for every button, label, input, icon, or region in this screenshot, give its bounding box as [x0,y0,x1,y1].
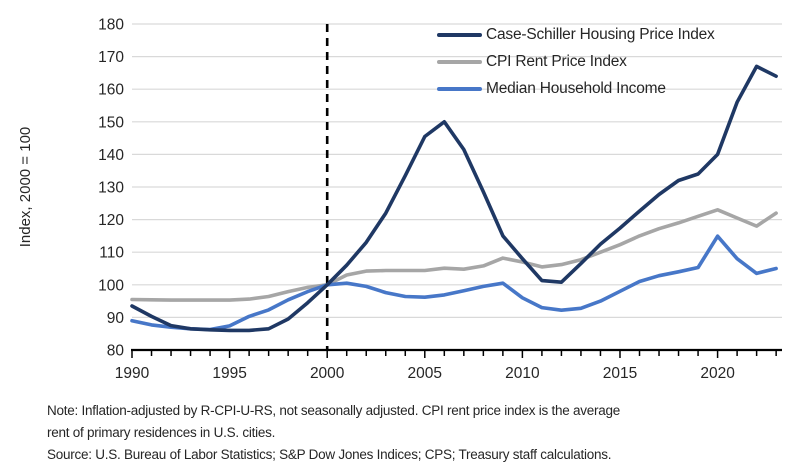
note-text-line2: rent of primary residences in U.S. citie… [47,425,276,440]
y-tick-label: 90 [107,310,125,327]
x-tick-label: 2015 [603,365,637,382]
legend-label-median-income: Median Household Income [486,79,666,97]
chart-notes: Note: Inflation-adjusted by R-CPI-U-RS, … [47,400,789,466]
legend-item-case-schiller: Case-Schiller Housing Price Index [437,21,715,48]
y-tick-label: 180 [98,17,124,34]
series-line-case-schiller-housing-price-index [130,64,778,333]
x-tick-label: 2020 [700,365,735,382]
legend-item-cpi-rent: CPI Rent Price Index [437,48,715,75]
legend-label-cpi-rent: CPI Rent Price Index [486,52,627,70]
y-tick-label: 130 [98,180,124,197]
y-tick-label: 160 [98,82,124,99]
y-tick-label: 100 [98,277,124,294]
line-chart: 80 90 100 110 120 130 140 150 160 170 180 Index, 20… [17,17,782,382]
chart-legend: Case-Schiller Housing Price Index CPI Re… [437,21,715,102]
series-line-cpi-rent-price-index [130,208,778,302]
x-tick-label: 1990 [115,365,150,382]
y-tick-label: 80 [107,343,125,360]
legend-label-case-schiller: Case-Schiller Housing Price Index [486,25,715,43]
legend-item-median-income: Median Household Income [437,75,715,102]
source-text: Source: U.S. Bureau of Labor Statistics;… [47,447,612,462]
note-text-line1: Note: Inflation-adjusted by R-CPI-U-RS, … [47,403,621,418]
series-line-median-household-income [130,234,778,332]
y-tick-label: 150 [98,114,124,131]
x-tick-label: 2010 [505,365,540,382]
median-income-line-swatch [437,86,482,91]
x-tick-label: 2000 [310,365,345,382]
y-axis-title: Index, 2000 = 100 [17,127,34,248]
y-tick-label: 140 [98,147,124,164]
x-tick-label: 1995 [212,365,246,382]
y-tick-label: 170 [98,49,124,66]
cpi-rent-line-swatch [437,59,482,64]
x-tick-label: 2005 [408,365,442,382]
case-schiller-line-swatch [437,32,482,37]
y-tick-label: 110 [99,245,124,262]
y-tick-label: 120 [98,212,124,229]
